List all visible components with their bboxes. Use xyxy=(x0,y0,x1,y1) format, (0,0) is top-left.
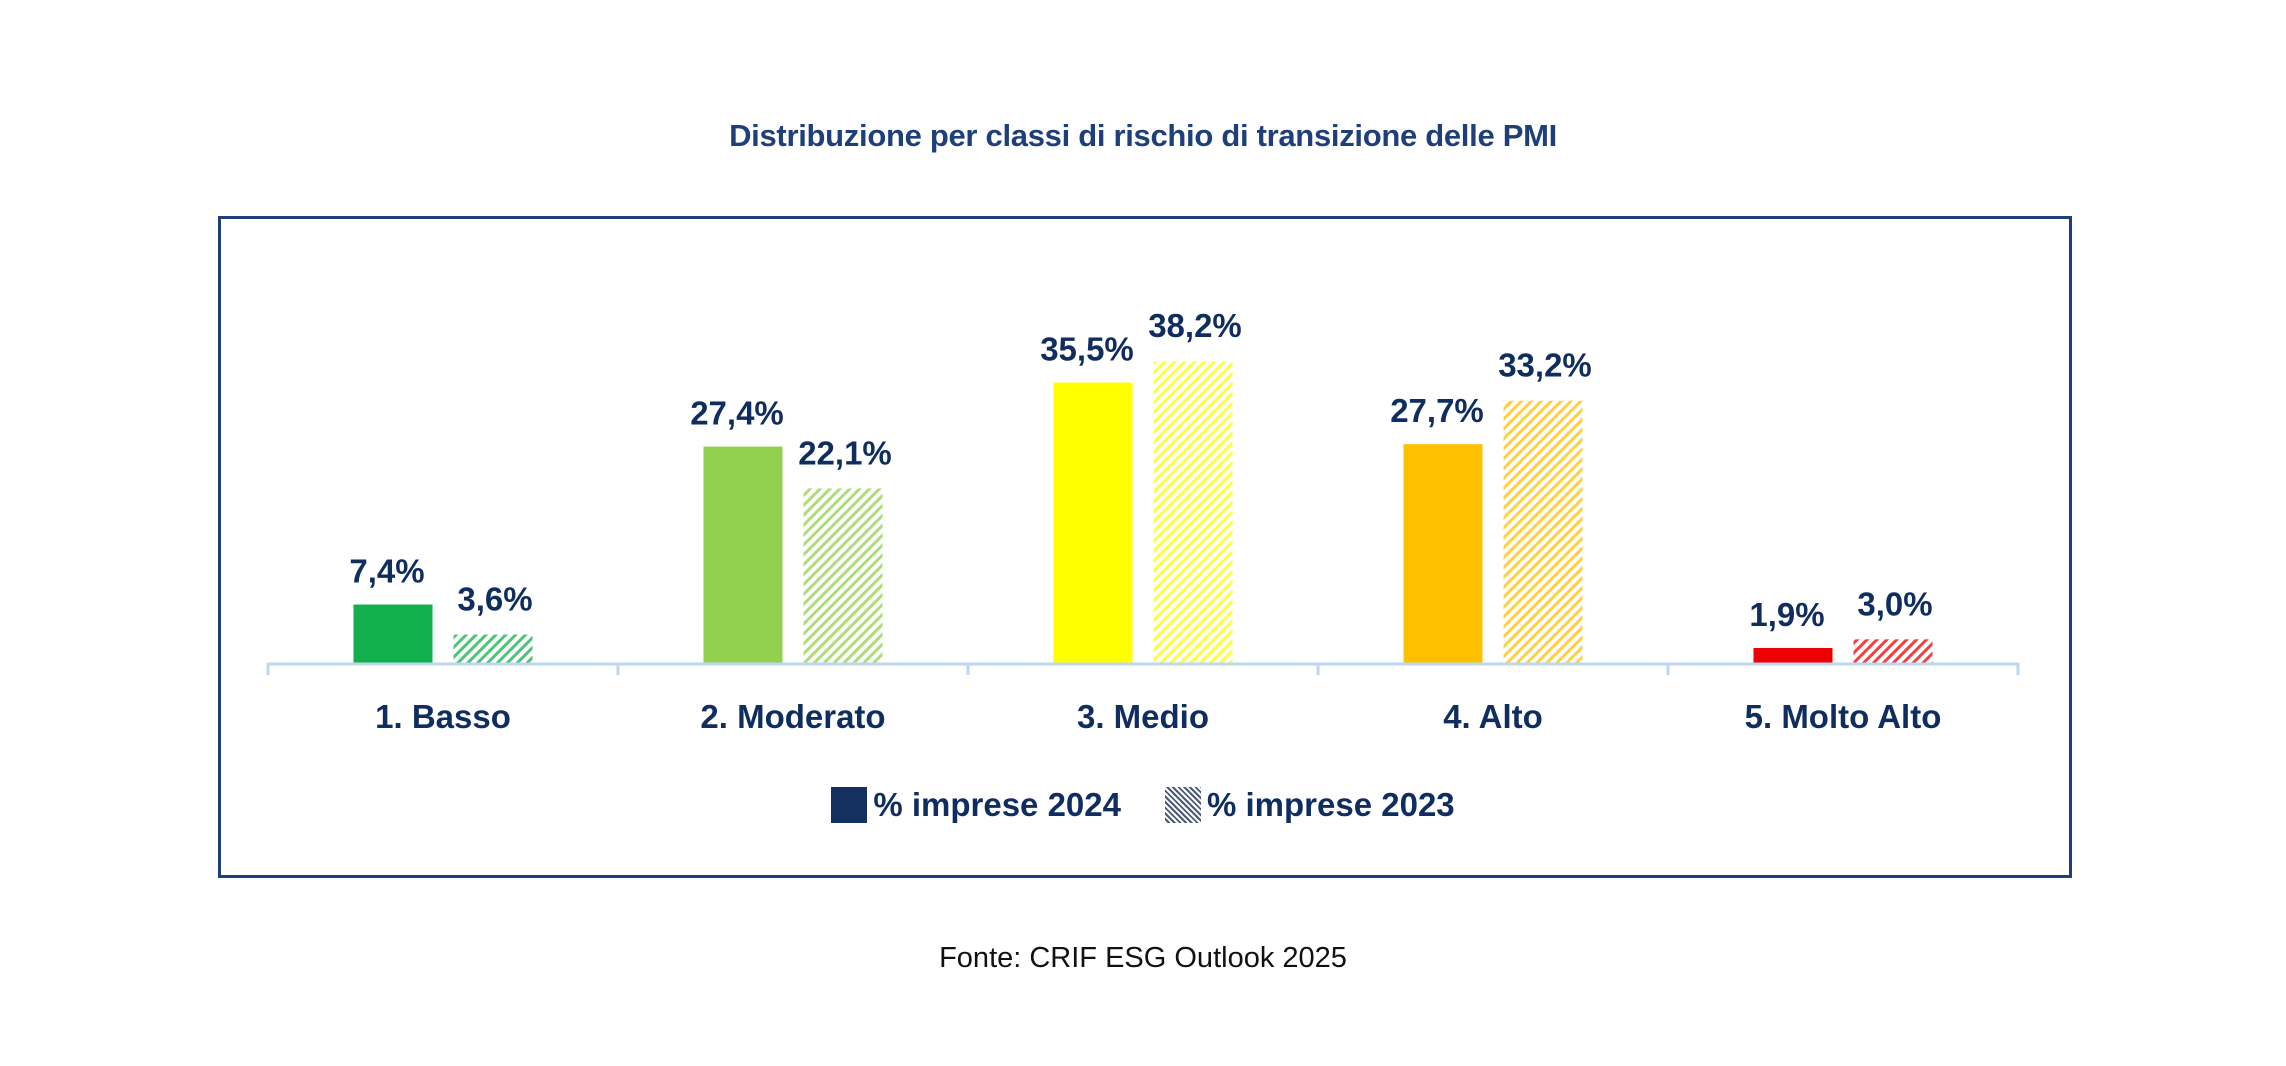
legend: % imprese 2024 % imprese 2023 xyxy=(0,786,2286,824)
data-label-2024-3: 35,5% xyxy=(1040,331,1134,368)
data-label-2024-2: 27,4% xyxy=(690,395,784,432)
category-label-4: 4. Alto xyxy=(1443,698,1543,735)
data-labels: 7,4% 3,6% 27,4% 22,1% 35,5% 38,2% 27,7% 33,2% 1,… xyxy=(349,307,1932,633)
bar-2023-1 xyxy=(453,634,533,663)
category-label-2: 2. Moderato xyxy=(700,698,885,735)
data-label-2023-3: 38,2% xyxy=(1148,307,1242,344)
bar-2024-3 xyxy=(1053,382,1133,663)
data-label-2024-1: 7,4% xyxy=(349,553,424,590)
data-label-2023-4: 33,2% xyxy=(1498,347,1592,384)
legend-label-2024: % imprese 2024 xyxy=(873,786,1121,823)
legend-item-2024: % imprese 2024 xyxy=(831,786,1121,824)
bar-2023-4 xyxy=(1503,400,1583,663)
data-label-2024-5: 1,9% xyxy=(1749,596,1824,633)
chart-frame xyxy=(218,216,2072,878)
category-labels: 1. Basso 2. Moderato 3. Medio 4. Alto 5. Mol… xyxy=(375,698,1941,735)
bar-2024-5 xyxy=(1753,647,1833,663)
x-axis xyxy=(266,662,2020,675)
category-label-5: 5. Molto Alto xyxy=(1745,698,1942,735)
data-label-2023-2: 22,1% xyxy=(798,434,892,471)
source-note: Fonte: CRIF ESG Outlook 2025 xyxy=(939,942,1347,974)
bar-2023-3 xyxy=(1153,361,1233,663)
bars-layer xyxy=(353,361,1933,663)
category-label-3: 3. Medio xyxy=(1077,698,1209,735)
bar-2024-2 xyxy=(703,446,783,663)
data-label-2024-4: 27,7% xyxy=(1390,392,1484,429)
category-label-1: 1. Basso xyxy=(375,698,511,735)
legend-label-2023: % imprese 2023 xyxy=(1207,786,1455,823)
chart-title: Distribuzione per classi di rischio di t… xyxy=(729,118,1557,153)
legend-swatch-hatched xyxy=(1165,787,1201,823)
legend-item-2023: % imprese 2023 xyxy=(1165,786,1455,824)
bar-2023-2 xyxy=(803,488,883,663)
data-label-2023-5: 3,0% xyxy=(1857,585,1932,622)
data-label-2023-1: 3,6% xyxy=(457,581,532,618)
legend-swatch-solid xyxy=(831,787,868,823)
bar-2023-5 xyxy=(1853,639,1933,663)
bar-2024-4 xyxy=(1403,444,1483,663)
bar-2024-1 xyxy=(353,604,433,663)
